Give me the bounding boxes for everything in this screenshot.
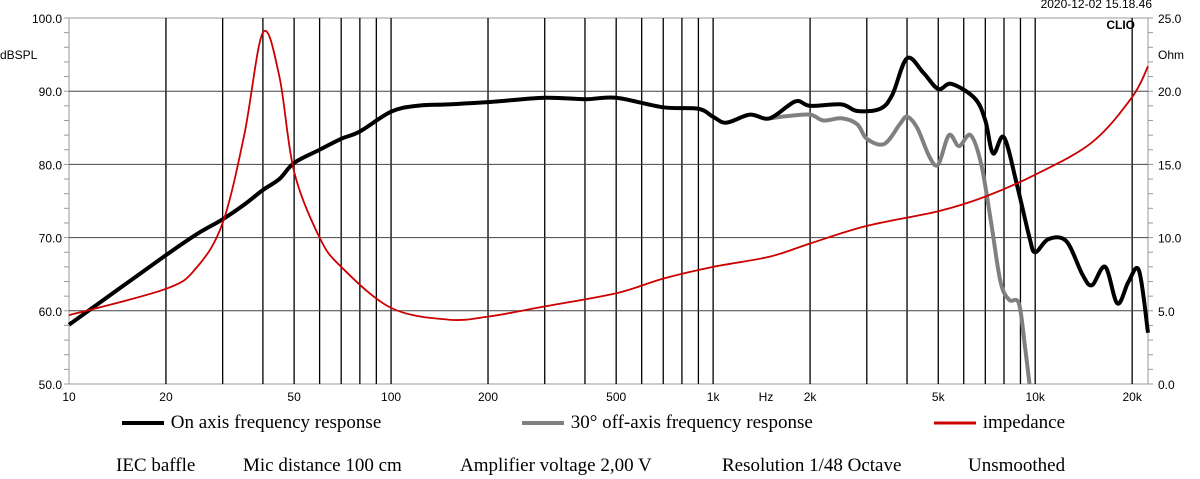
y-tick-label: 80.0 [39, 158, 63, 172]
y-tick-label: 60.0 [39, 305, 63, 319]
y2-tick-label: 15.0 [1158, 158, 1182, 172]
y-tick-label: 50.0 [39, 378, 63, 392]
y2-tick-label: 20.0 [1158, 85, 1182, 99]
y2-tick-label: 0.0 [1158, 378, 1175, 392]
footer-resolution: Resolution 1/48 Octave [722, 455, 902, 476]
x-tick-label: 1k [707, 390, 721, 404]
y-tick-label: 70.0 [39, 232, 63, 246]
legend-off-axis: 30° off-axis frequency response [522, 412, 813, 434]
x-tick-label: 500 [606, 390, 626, 404]
y-tick-label: 90.0 [39, 85, 63, 99]
y2-tick-label: 25.0 [1158, 12, 1182, 26]
x-tick-label: 5k [932, 390, 946, 404]
legend-swatch-black [122, 421, 164, 425]
legend-swatch-red [934, 421, 976, 425]
brand-label: CLIO [1106, 18, 1135, 32]
y-axis-label: dBSPL [0, 48, 38, 62]
x-axis-label: Hz [759, 390, 774, 404]
frequency-response-chart: 2020-12-02 15.18.46 CLIO dBSPL Ohm Hz 10… [0, 0, 1184, 404]
y2-tick-label: 5.0 [1158, 305, 1175, 319]
timestamp: 2020-12-02 15.18.46 [1041, 0, 1153, 11]
x-tick-label: 2k [804, 390, 818, 404]
x-tick-label: 10 [62, 390, 76, 404]
x-tick-label: 10k [1026, 390, 1046, 404]
legend-swatch-gray [522, 421, 564, 425]
off-axis-curve [769, 112, 1032, 385]
y-tick-label: 100.0 [32, 12, 62, 26]
x-tick-label: 50 [287, 390, 301, 404]
y2-tick-label: 10.0 [1158, 232, 1182, 246]
plot-frame [68, 17, 1149, 385]
on-axis-curve [67, 55, 1150, 334]
impedance-curve [68, 29, 1149, 321]
footer-voltage: Amplifier voltage 2,00 V [460, 455, 652, 476]
footer-mic: Mic distance 100 cm [243, 455, 402, 476]
x-tick-label: 20 [159, 390, 173, 404]
footer-baffle: IEC baffle [116, 455, 196, 476]
x-tick-label: 20k [1122, 390, 1142, 404]
legend-on-axis: On axis frequency response [122, 412, 381, 434]
footer-smoothing: Unsmoothed [968, 455, 1066, 476]
legend-impedance: impedance [934, 412, 1065, 434]
x-tick-label: 100 [381, 390, 401, 404]
x-tick-label: 200 [478, 390, 498, 404]
y2-axis-label: Ohm [1158, 48, 1184, 62]
